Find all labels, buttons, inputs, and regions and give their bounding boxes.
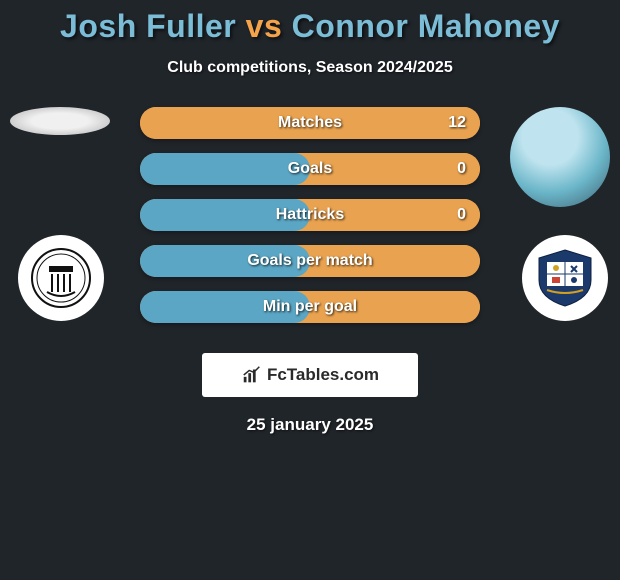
player2-name: Connor Mahoney bbox=[292, 8, 560, 44]
stat-bar-value: 0 bbox=[457, 206, 466, 224]
grimsby-crest-icon bbox=[31, 248, 91, 308]
stat-bar: Hattricks0 bbox=[140, 199, 480, 231]
watermark: FcTables.com bbox=[202, 353, 418, 397]
stat-bar: Min per goal bbox=[140, 291, 480, 323]
stat-bars: Matches12Goals0Hattricks0Goals per match… bbox=[140, 107, 480, 337]
stat-bar-value: 12 bbox=[448, 114, 466, 132]
player1-club-crest bbox=[18, 235, 104, 321]
player2-avatar bbox=[510, 107, 610, 207]
stat-bar: Goals0 bbox=[140, 153, 480, 185]
stat-bar-label: Hattricks bbox=[140, 206, 480, 224]
watermark-text: FcTables.com bbox=[267, 365, 379, 385]
comparison-body: Matches12Goals0Hattricks0Goals per match… bbox=[0, 107, 620, 347]
player2-club-crest bbox=[522, 235, 608, 321]
stat-bar-label: Goals per match bbox=[140, 252, 480, 270]
date-label: 25 january 2025 bbox=[0, 415, 620, 435]
stat-bar: Matches12 bbox=[140, 107, 480, 139]
player1-avatar bbox=[10, 107, 110, 135]
stat-bar: Goals per match bbox=[140, 245, 480, 277]
player1-name: Josh Fuller bbox=[60, 8, 236, 44]
comparison-title: Josh Fuller vs Connor Mahoney bbox=[0, 0, 620, 45]
vs-word: vs bbox=[246, 8, 283, 44]
stat-bar-label: Min per goal bbox=[140, 298, 480, 316]
subtitle: Club competitions, Season 2024/2025 bbox=[0, 59, 620, 77]
stat-bar-label: Goals bbox=[140, 160, 480, 178]
barrow-crest-icon bbox=[533, 246, 597, 310]
stat-bar-label: Matches bbox=[140, 114, 480, 132]
stat-bar-value: 0 bbox=[457, 160, 466, 178]
chart-icon bbox=[241, 364, 263, 386]
